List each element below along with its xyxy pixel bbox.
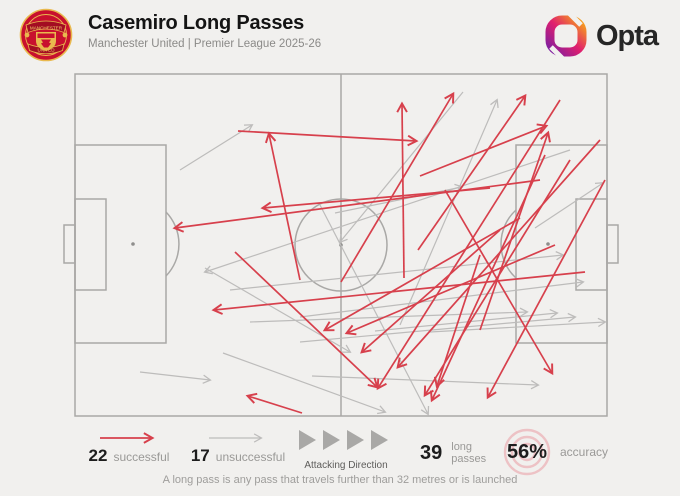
unsuccessful-count: 17 bbox=[190, 446, 210, 465]
successful-pass-arrow bbox=[322, 217, 521, 332]
left-penalty-spot bbox=[131, 242, 135, 246]
total-passes-count: 39 bbox=[420, 441, 443, 464]
legend-total-passes: 39 long passes bbox=[420, 441, 486, 465]
legend-accuracy: 56% accuracy bbox=[498, 428, 608, 476]
page-subtitle: Manchester United | Premier League 2025-… bbox=[88, 38, 322, 50]
successful-pass-arrow bbox=[237, 130, 419, 147]
unsuccessful-arrow-icon bbox=[209, 433, 263, 443]
right-penalty-arc bbox=[500, 209, 517, 279]
unsuccessful-pass-arrow bbox=[338, 91, 464, 244]
footnote: A long pass is any pass that travels fur… bbox=[162, 474, 518, 486]
successful-pass-arrow bbox=[417, 93, 527, 251]
crest-banner-top-text: MANCHESTER bbox=[30, 26, 63, 31]
right-six-yard-box bbox=[575, 198, 608, 291]
successful-pass-arrow bbox=[430, 154, 546, 403]
left-goal bbox=[63, 224, 76, 264]
unsuccessful-pass-arrow bbox=[203, 149, 571, 275]
successful-pass-arrow bbox=[172, 179, 541, 233]
unsuccessful-pass-arrow bbox=[311, 375, 540, 390]
successful-pass-arrow bbox=[234, 251, 379, 389]
total-passes-label-line1: long bbox=[451, 441, 473, 453]
successful-count: 22 bbox=[88, 446, 108, 465]
successful-pass-arrow bbox=[344, 244, 556, 336]
successful-pass-arrow bbox=[360, 229, 501, 354]
unsuccessful-pass-arrow bbox=[299, 278, 585, 318]
manchester-united-crest-icon: MANCHESTER UNITED bbox=[19, 8, 73, 62]
accuracy-rings-icon bbox=[503, 428, 551, 476]
unsuccessful-pass-arrow bbox=[429, 317, 607, 333]
successful-pass-arrow bbox=[245, 392, 303, 414]
right-penalty-spot bbox=[546, 242, 550, 246]
successful-pass-arrow bbox=[479, 130, 551, 331]
unsuccessful-pass-arrow bbox=[229, 251, 565, 291]
left-six-yard-box bbox=[74, 198, 107, 291]
legend-successful: 22 successful bbox=[74, 432, 184, 466]
legend-attacking-direction: Attacking Direction bbox=[288, 429, 404, 471]
successful-pass-arrow bbox=[260, 187, 491, 214]
unsuccessful-pass-arrow bbox=[334, 183, 464, 214]
successful-pass-arrow bbox=[419, 123, 549, 177]
opta-logo: Opta bbox=[543, 13, 659, 59]
successful-pass-arrow bbox=[423, 159, 571, 398]
right-goal bbox=[606, 224, 619, 264]
page-title: Casemiro Long Passes bbox=[88, 12, 305, 34]
accuracy-value: 56% bbox=[506, 440, 548, 463]
successful-pass-arrow bbox=[376, 99, 561, 391]
successful-label: successful bbox=[113, 450, 170, 464]
legend-unsuccessful: 17 unsuccessful bbox=[182, 432, 294, 466]
opta-wordmark: Opta bbox=[596, 19, 659, 52]
unsuccessful-pass-arrow bbox=[374, 308, 559, 332]
unsuccessful-pass-arrow bbox=[319, 204, 430, 416]
attacking-direction-icon bbox=[299, 430, 388, 450]
successful-pass-arrow bbox=[433, 254, 481, 389]
successful-pass-arrow bbox=[211, 271, 586, 315]
successful-pass-arrow bbox=[340, 91, 455, 283]
unsuccessful-pass-arrows bbox=[139, 91, 607, 416]
unsuccessful-pass-arrow bbox=[399, 98, 499, 326]
unsuccessful-pass-arrow bbox=[534, 182, 605, 229]
left-penalty-arc bbox=[165, 211, 180, 277]
successful-arrow-icon bbox=[100, 432, 155, 444]
unsuccessful-pass-arrow bbox=[139, 371, 212, 384]
total-passes-label-line2: passes bbox=[451, 453, 487, 465]
unsuccessful-pass-arrow bbox=[222, 352, 387, 415]
accuracy-label: accuracy bbox=[560, 445, 609, 459]
successful-pass-arrow bbox=[486, 179, 606, 400]
attacking-direction-label: Attacking Direction bbox=[304, 460, 388, 471]
successful-pass-arrows bbox=[172, 91, 606, 414]
successful-pass-arrow bbox=[264, 131, 301, 281]
unsuccessful-pass-arrow bbox=[179, 124, 254, 171]
left-penalty-box bbox=[74, 144, 167, 344]
successful-pass-arrow bbox=[444, 189, 554, 376]
unsuccessful-label: unsuccessful bbox=[215, 450, 286, 464]
unsuccessful-pass-arrow bbox=[204, 267, 352, 353]
successful-pass-arrow bbox=[396, 101, 408, 279]
opta-mark-icon bbox=[545, 13, 587, 59]
